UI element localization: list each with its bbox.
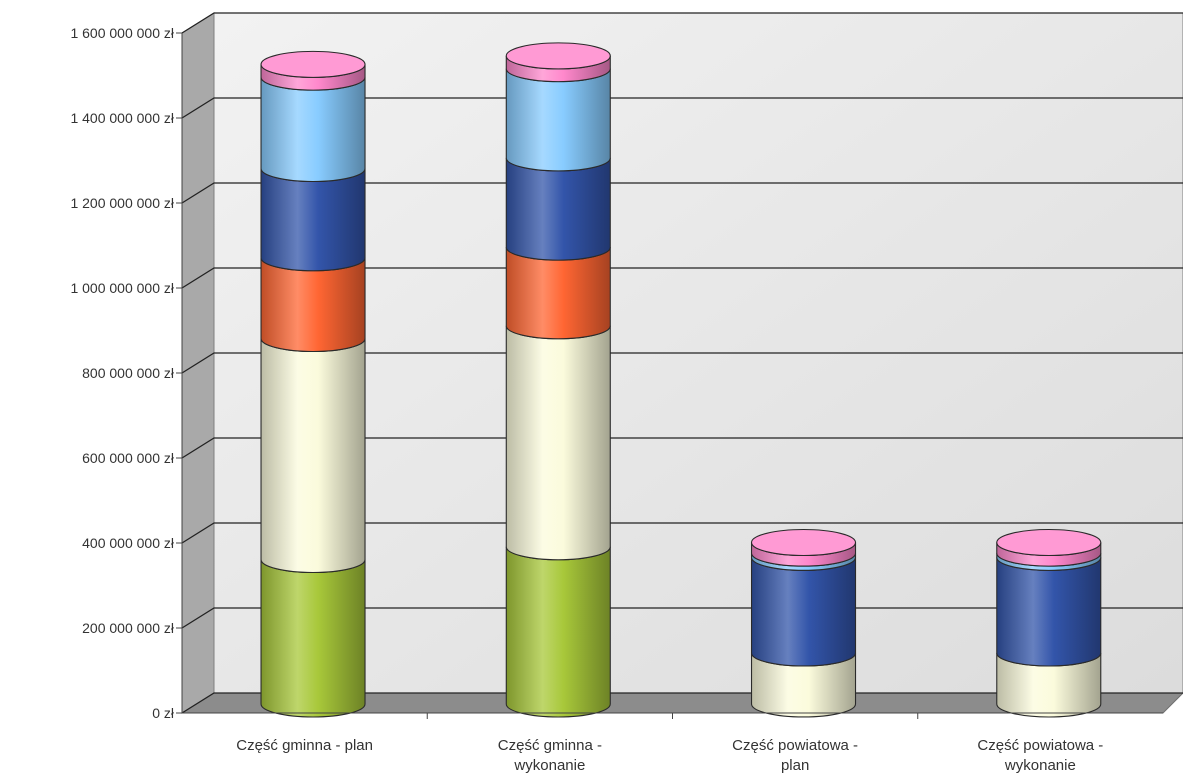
bar-segment <box>505 546 611 718</box>
bar-top-cap <box>505 42 611 70</box>
gridline <box>181 692 1183 714</box>
gridline <box>181 522 1183 544</box>
bar-segment <box>750 557 857 667</box>
gridline <box>181 12 1183 34</box>
gridline <box>181 352 1183 374</box>
bar-segment <box>505 157 611 261</box>
bar-top-cap <box>260 50 366 78</box>
y-tick-label: 1 000 000 000 zł <box>70 280 174 296</box>
bar-segment <box>260 338 366 574</box>
x-tick-label: plan <box>781 757 809 774</box>
bar-segment <box>260 77 366 183</box>
x-tick-label: Część powiatowa - <box>732 737 858 754</box>
bar-segment <box>505 325 611 561</box>
bar-top-cap <box>996 528 1102 557</box>
x-tick-label: wykonanie <box>513 757 585 774</box>
gridline <box>181 182 1183 204</box>
y-tick-label: 1 600 000 000 zł <box>70 25 174 41</box>
gridline <box>181 267 1183 289</box>
y-tick-label: 1 400 000 000 zł <box>70 110 174 126</box>
x-tick-label: Część gminna - plan <box>236 737 373 754</box>
gridline <box>181 97 1183 119</box>
bar-segment <box>996 557 1102 667</box>
bar-top-cap <box>750 528 857 557</box>
x-tick-label: Część powiatowa - <box>977 737 1103 754</box>
gridline <box>181 607 1183 629</box>
bar-segment <box>505 68 611 172</box>
y-tick-label: 1 200 000 000 zł <box>70 195 174 211</box>
bar-segment <box>505 247 611 340</box>
bar-segment <box>260 559 366 718</box>
y-tick-label: 0 zł <box>152 705 175 721</box>
y-tick-label: 400 000 000 zł <box>82 535 175 551</box>
x-tick-label: wykonanie <box>1004 757 1076 774</box>
y-tick-label: 200 000 000 zł <box>82 620 175 636</box>
y-tick-label: 800 000 000 zł <box>82 365 175 381</box>
bar-segment <box>260 257 366 353</box>
y-tick-label: 600 000 000 zł <box>82 450 175 466</box>
bar-segment <box>260 168 366 272</box>
x-tick-label: Część gminna - <box>498 737 602 754</box>
gridline <box>181 437 1183 459</box>
